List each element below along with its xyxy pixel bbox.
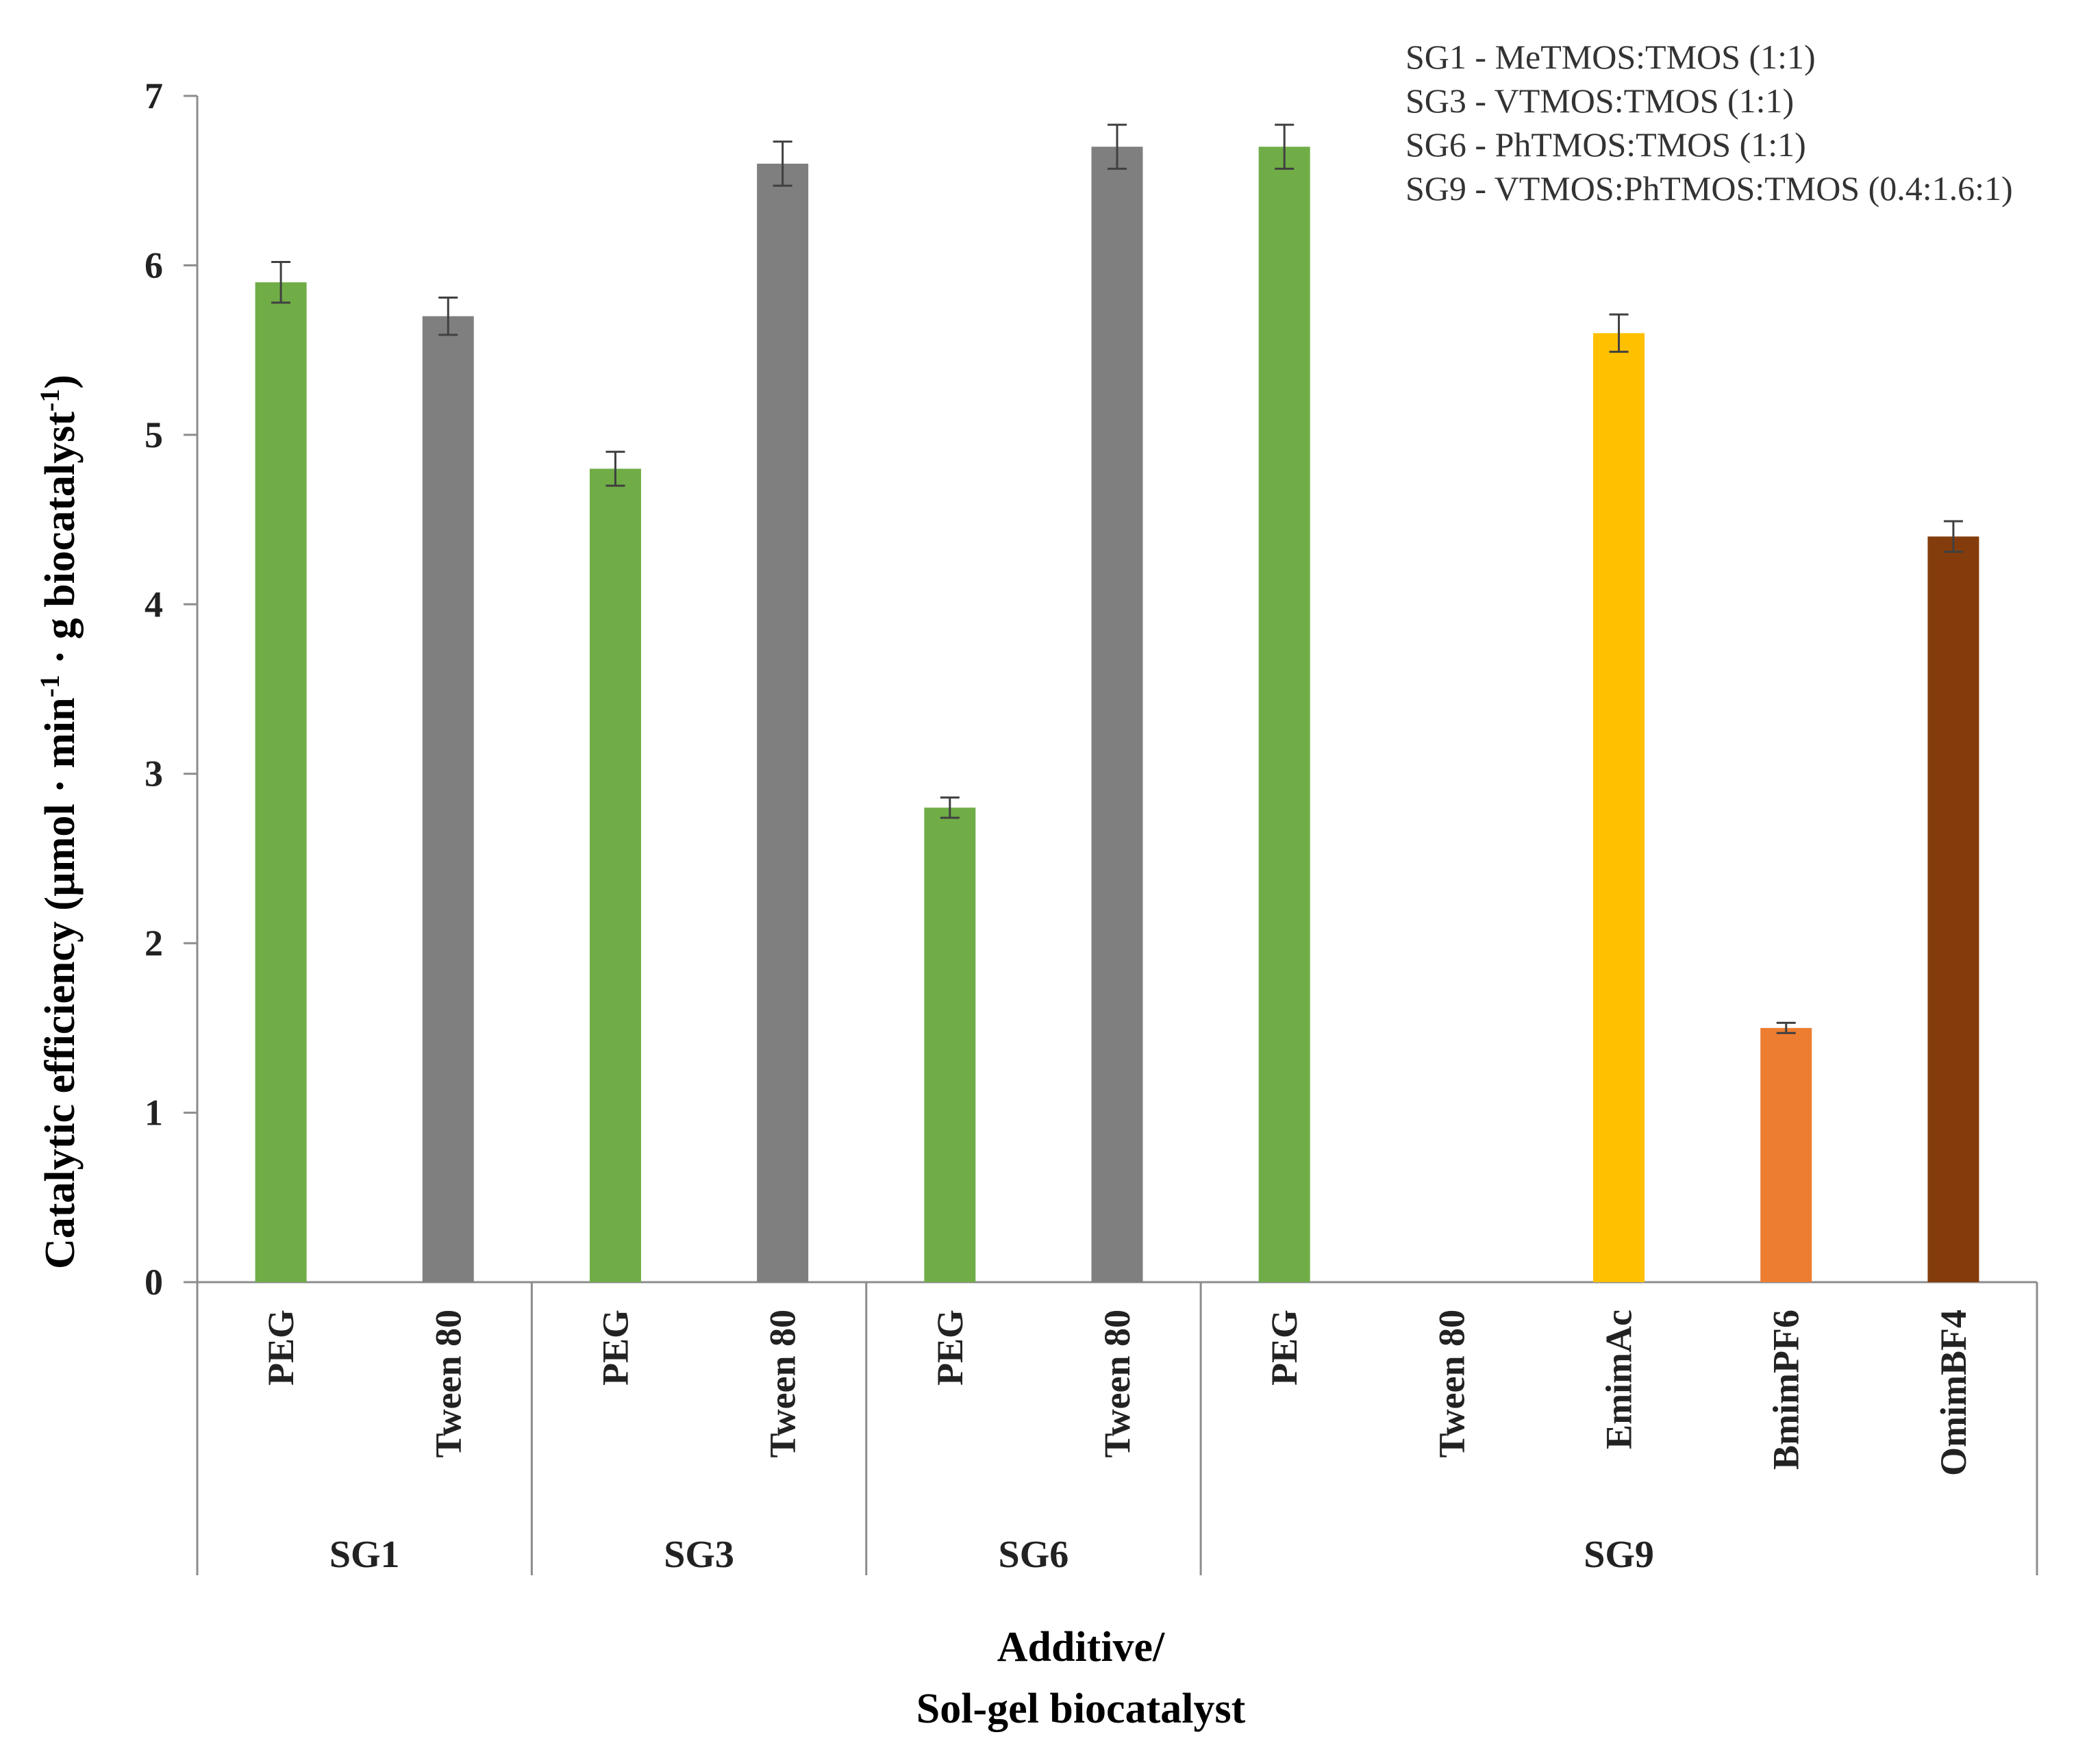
error-bar bbox=[438, 296, 458, 336]
bar bbox=[924, 808, 976, 1282]
x-axis-title-line2: Sol-gel biocatalyst bbox=[916, 1686, 1246, 1732]
y-axis-title-part: Catalytic efficiency (µmol · min bbox=[37, 697, 84, 1269]
error-bar bbox=[1943, 520, 1963, 553]
category-label: Tween 80 bbox=[1431, 1310, 1472, 1457]
error-bar bbox=[773, 140, 792, 187]
group-label: SG9 bbox=[1584, 1534, 1654, 1576]
bar bbox=[1593, 333, 1645, 1282]
error-bar bbox=[940, 796, 960, 819]
legend-note: SG3 - VTMOS:TMOS (1:1) bbox=[1405, 82, 1794, 120]
group-label: SG1 bbox=[329, 1534, 400, 1576]
bar bbox=[1258, 147, 1310, 1283]
y-axis-title-part: ) bbox=[37, 375, 84, 389]
bar bbox=[422, 316, 474, 1283]
category-label: Tween 80 bbox=[762, 1310, 803, 1457]
group-label: SG6 bbox=[999, 1534, 1069, 1576]
legend-note: SG1 - MeTMOS:TMOS (1:1) bbox=[1405, 38, 1816, 76]
legend-notes: SG1 - MeTMOS:TMOS (1:1) SG3 - VTMOS:TMOS … bbox=[1405, 38, 2013, 208]
bars bbox=[255, 123, 1979, 1283]
y-tick-label: 6 bbox=[145, 245, 163, 286]
y-tick-label: 1 bbox=[145, 1092, 163, 1134]
x-axis: SG1 SG3 SG6 SG9 PEG Tween 80 PEG Tween 80 PEG Twe… bbox=[196, 1281, 2038, 1576]
y-tick-label: 2 bbox=[145, 923, 163, 964]
y-axis-title: Catalytic efficiency (µmol · min-1 · g b… bbox=[34, 375, 84, 1269]
error-bar bbox=[1275, 123, 1295, 170]
category-label: EmimAc bbox=[1599, 1310, 1640, 1449]
y-tick-label: 3 bbox=[145, 753, 163, 794]
y-axis-title-part: · g biocatalyst bbox=[37, 412, 84, 675]
y-tick-label: 0 bbox=[145, 1262, 163, 1303]
group-label: SG3 bbox=[664, 1534, 734, 1576]
y-axis-title-sup: -1 bbox=[34, 389, 65, 412]
error-bar bbox=[271, 260, 291, 304]
category-label: Tween 80 bbox=[1097, 1310, 1138, 1457]
error-bar bbox=[1609, 313, 1629, 353]
bar bbox=[589, 468, 641, 1283]
y-axis-title-sup: -1 bbox=[34, 675, 65, 697]
y-axis: 0 1 2 3 4 5 6 7 bbox=[145, 75, 199, 1303]
category-label: PEG bbox=[929, 1310, 971, 1386]
x-axis-title-line1: Additive/ bbox=[997, 1624, 1165, 1670]
error-bar bbox=[605, 451, 625, 487]
bar bbox=[1091, 147, 1143, 1283]
y-tick-label: 7 bbox=[145, 75, 163, 116]
category-label: Tween 80 bbox=[427, 1310, 468, 1457]
y-tick-label: 4 bbox=[145, 584, 163, 625]
bar bbox=[1760, 1027, 1812, 1282]
bar bbox=[757, 163, 809, 1282]
y-tick-label: 5 bbox=[145, 414, 163, 455]
bar bbox=[255, 282, 307, 1283]
category-label: PEG bbox=[595, 1310, 636, 1386]
category-label: BmimPF6 bbox=[1766, 1310, 1807, 1470]
category-label: PEG bbox=[260, 1310, 301, 1386]
category-label: PEG bbox=[1264, 1310, 1305, 1386]
legend-note: SG9 - VTMOS:PhTMOS:TMOS (0.4:1.6:1) bbox=[1405, 169, 2013, 208]
legend-note: SG6 - PhTMOS:TMOS (1:1) bbox=[1405, 125, 1806, 164]
category-label: OmimBF4 bbox=[1933, 1310, 1974, 1476]
error-bar bbox=[1108, 123, 1127, 170]
bar bbox=[1927, 536, 1979, 1283]
error-bar bbox=[1776, 1021, 1796, 1034]
